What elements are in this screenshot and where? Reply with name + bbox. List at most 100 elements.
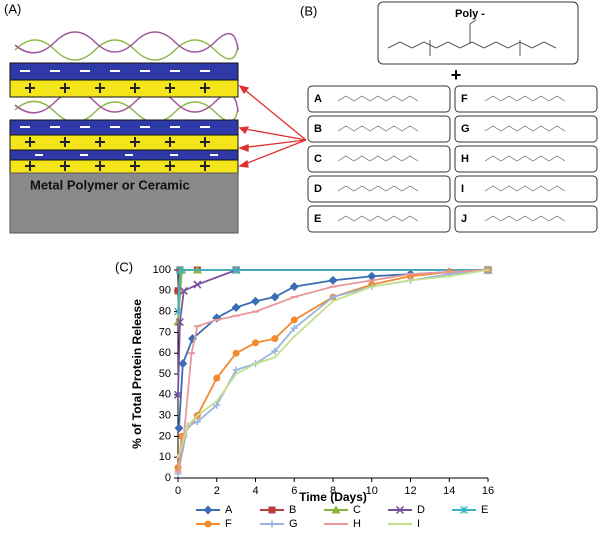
marker <box>293 335 296 338</box>
marker <box>174 423 184 433</box>
marker <box>398 522 402 526</box>
polymer-structure <box>387 19 557 56</box>
y-tick-label: 50 <box>159 368 171 380</box>
marker <box>203 505 213 515</box>
marker <box>289 282 299 292</box>
legend-label: A <box>225 504 233 516</box>
amine-box <box>307 205 451 233</box>
series-line <box>177 269 488 395</box>
legend-label: D <box>417 504 425 516</box>
y-tick-label: 40 <box>159 389 171 401</box>
marker <box>395 505 405 515</box>
amine-box <box>454 85 598 113</box>
x-tick-label: 14 <box>443 485 455 497</box>
marker <box>232 266 241 274</box>
marker <box>331 505 341 514</box>
amine-structure <box>337 95 419 102</box>
legend-label: C <box>353 504 361 516</box>
marker <box>196 414 199 417</box>
x-tick-label: 6 <box>291 485 297 497</box>
y-axis-label: % of Total Protein Release <box>130 299 144 449</box>
substrate <box>9 172 239 234</box>
y-tick-label: 10 <box>159 451 171 463</box>
dna-strands <box>14 31 239 123</box>
charge-signs <box>25 83 210 171</box>
y-tick-label: 80 <box>159 306 171 318</box>
x-tick-label: 4 <box>252 485 258 497</box>
amine-structure <box>337 155 419 162</box>
amine-structure <box>484 185 566 192</box>
amine-structure <box>337 185 419 192</box>
marker <box>174 287 182 295</box>
amine-structure <box>337 215 419 222</box>
y-tick-label: 60 <box>159 347 171 359</box>
marker <box>370 285 373 288</box>
marker <box>204 520 212 528</box>
marker <box>329 293 337 301</box>
marker <box>175 266 184 274</box>
polymer-label: Poly - <box>455 8 485 20</box>
legend-label: H <box>353 518 361 530</box>
amine-box <box>454 115 598 143</box>
amine-label: B <box>314 123 322 135</box>
marker <box>252 339 259 347</box>
x-tick-label: 8 <box>330 485 336 497</box>
amine-box <box>454 175 598 203</box>
marker <box>409 279 412 282</box>
marker <box>367 271 377 281</box>
amine-boxes: A B C D E F G H I J <box>307 85 598 233</box>
amine-box <box>454 145 598 173</box>
marker <box>175 317 184 327</box>
panel-label: (B) <box>300 3 317 18</box>
charge-signs <box>20 70 218 156</box>
amine-label: E <box>314 213 321 225</box>
amine-label: J <box>461 213 467 225</box>
marker <box>268 520 276 528</box>
marker <box>270 292 280 302</box>
panel-label: (A) <box>4 1 21 16</box>
amine-structure <box>484 215 566 222</box>
marker <box>331 300 335 303</box>
legend-label: B <box>289 504 296 516</box>
marker <box>234 372 238 376</box>
amine-structure <box>484 95 566 102</box>
marker <box>231 302 241 312</box>
marker <box>290 316 298 324</box>
amine-structure <box>484 155 566 162</box>
marker <box>271 335 279 343</box>
panel-label: (C) <box>115 259 133 274</box>
arrows <box>238 84 307 168</box>
x-tick-label: 16 <box>482 485 494 497</box>
y-tick-label: 20 <box>159 430 171 442</box>
panel-b: (B) Poly - + A B C D E F G H I J <box>300 1 598 233</box>
amine-box <box>307 175 451 203</box>
marker <box>273 356 277 359</box>
amine-structure <box>484 125 566 132</box>
marker <box>213 374 221 382</box>
marker <box>215 399 218 403</box>
x-tick-label: 12 <box>404 485 416 497</box>
marker <box>232 366 240 374</box>
marker <box>174 307 182 316</box>
positive-layer <box>9 79 239 98</box>
plus-sign: + <box>451 65 462 85</box>
x-axis-label: Time (Days) <box>299 490 367 504</box>
marker <box>213 401 221 409</box>
marker <box>251 296 260 306</box>
marker <box>173 390 183 399</box>
y-tick-label: 70 <box>159 326 171 338</box>
amine-label: C <box>314 153 322 165</box>
negative-layer <box>9 149 239 161</box>
amine-label: A <box>314 93 322 105</box>
amine-box <box>307 115 451 143</box>
marker <box>486 268 490 272</box>
y-tick-label: 100 <box>153 264 171 276</box>
y-tick-label: 0 <box>165 472 171 484</box>
marker <box>268 506 276 514</box>
amine-box <box>454 205 598 233</box>
legend-label: E <box>481 504 488 516</box>
legend-label: I <box>417 518 420 530</box>
amine-structure <box>337 125 419 132</box>
amine-label: I <box>461 183 464 195</box>
